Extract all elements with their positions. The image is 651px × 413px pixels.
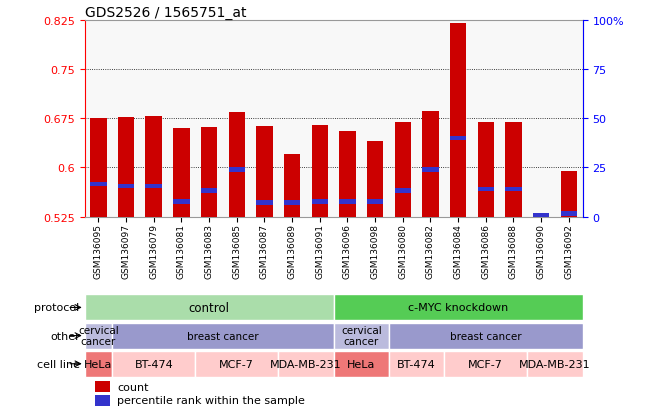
Text: HeLa: HeLa bbox=[347, 359, 376, 369]
Bar bbox=[339, 132, 355, 217]
Bar bbox=[279, 351, 333, 377]
Bar bbox=[333, 351, 389, 377]
Bar bbox=[85, 295, 333, 320]
Bar bbox=[201, 128, 217, 217]
Bar bbox=[195, 351, 279, 377]
Text: GDS2526 / 1565751_at: GDS2526 / 1565751_at bbox=[85, 6, 246, 20]
Bar bbox=[94, 381, 109, 392]
Text: breast cancer: breast cancer bbox=[187, 331, 259, 341]
Text: cell line: cell line bbox=[36, 359, 79, 369]
Bar bbox=[311, 200, 328, 204]
Bar bbox=[395, 189, 411, 193]
Bar bbox=[389, 323, 583, 349]
Bar bbox=[367, 200, 383, 204]
Bar bbox=[173, 200, 190, 204]
Text: cervical
cancer: cervical cancer bbox=[341, 325, 381, 347]
Text: BT-474: BT-474 bbox=[134, 359, 173, 369]
Text: MDA-MB-231: MDA-MB-231 bbox=[519, 359, 591, 369]
Text: percentile rank within the sample: percentile rank within the sample bbox=[117, 396, 305, 406]
Bar bbox=[367, 142, 383, 217]
Text: control: control bbox=[189, 301, 230, 314]
Bar bbox=[85, 351, 113, 377]
Bar bbox=[284, 155, 301, 217]
Bar bbox=[533, 216, 549, 217]
Text: c-MYC knockdown: c-MYC knockdown bbox=[408, 303, 508, 313]
Bar bbox=[118, 184, 134, 189]
Bar bbox=[561, 171, 577, 217]
Bar bbox=[146, 184, 162, 189]
Bar bbox=[85, 323, 113, 349]
Bar bbox=[477, 122, 494, 217]
Text: MCF-7: MCF-7 bbox=[468, 359, 503, 369]
Bar bbox=[201, 189, 217, 193]
Bar bbox=[422, 168, 439, 172]
Bar bbox=[229, 112, 245, 217]
Bar bbox=[118, 118, 134, 217]
Bar bbox=[477, 188, 494, 192]
Bar bbox=[339, 200, 355, 204]
Bar bbox=[90, 119, 107, 217]
Bar bbox=[422, 112, 439, 217]
Bar bbox=[311, 126, 328, 217]
Text: cervical
cancer: cervical cancer bbox=[78, 325, 119, 347]
Bar bbox=[505, 122, 521, 217]
Bar bbox=[527, 351, 583, 377]
Text: breast cancer: breast cancer bbox=[450, 331, 521, 341]
Bar bbox=[395, 122, 411, 217]
Text: MDA-MB-231: MDA-MB-231 bbox=[270, 359, 342, 369]
Text: count: count bbox=[117, 382, 148, 392]
Bar bbox=[450, 136, 466, 141]
Bar bbox=[389, 351, 444, 377]
Bar bbox=[256, 201, 273, 205]
Bar bbox=[284, 201, 301, 205]
Text: protocol: protocol bbox=[35, 303, 79, 313]
Bar bbox=[333, 323, 389, 349]
Bar bbox=[505, 188, 521, 192]
Bar bbox=[94, 395, 109, 406]
Bar bbox=[229, 168, 245, 172]
Bar bbox=[444, 351, 527, 377]
Text: MCF-7: MCF-7 bbox=[219, 359, 255, 369]
Bar bbox=[90, 182, 107, 187]
Bar bbox=[333, 295, 583, 320]
Bar bbox=[112, 323, 333, 349]
Bar bbox=[112, 351, 195, 377]
Bar bbox=[256, 127, 273, 217]
Text: other: other bbox=[50, 331, 79, 341]
Text: HeLa: HeLa bbox=[84, 359, 113, 369]
Text: BT-474: BT-474 bbox=[397, 359, 436, 369]
Bar bbox=[146, 117, 162, 217]
Bar bbox=[450, 24, 466, 217]
Bar bbox=[561, 212, 577, 216]
Bar bbox=[533, 214, 549, 218]
Bar bbox=[173, 129, 190, 217]
